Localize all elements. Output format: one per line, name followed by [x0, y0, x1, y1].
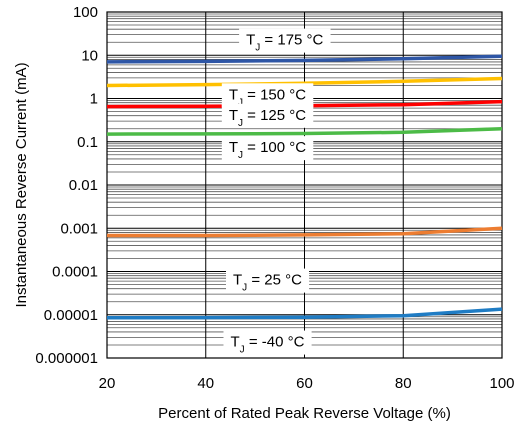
x-tick-label: 40 [197, 375, 214, 392]
x-axis-ticks: 20 40 60 80 100 [99, 375, 515, 392]
annotation-label: TJ = 25 °C [233, 272, 302, 294]
x-tick-label: 60 [296, 375, 313, 392]
plot-area-border [106, 11, 503, 359]
series-line-5 [107, 226, 503, 238]
y-tick-label: 0.0001 [52, 264, 98, 281]
annotation-label: TJ = -40 °C [230, 334, 304, 356]
annotation-label: TJ = 125 °C [229, 107, 306, 128]
series-annotation-2: TJ = 150 °C [221, 83, 314, 108]
series-line-1 [106, 54, 503, 64]
y-tick-label: 100 [73, 4, 98, 21]
y-tick-label: 10 [81, 47, 98, 64]
annotation-box [221, 136, 314, 161]
annotation-label: TJ = 150 °C [229, 86, 306, 108]
annotation-layer: TJ = 175 °C TJ = 150 °CTJ = 125 °C TJ = 10… [221, 28, 331, 356]
series-line-4 [106, 126, 503, 136]
y-tick-label: 0.000001 [35, 350, 98, 367]
y-tick-label: 1 [90, 91, 98, 108]
x-axis-title: Percent of Rated Peak Reverse Voltage (%… [158, 405, 451, 422]
series-line-2 [106, 76, 503, 88]
y-tick-label: 0.001 [60, 220, 98, 237]
series-annotation-6: TJ = -40 °C [223, 330, 312, 356]
x-tick-label: 20 [99, 375, 116, 392]
y-tick-label: 0.1 [77, 134, 98, 151]
series-line-6 [106, 307, 503, 320]
x-tick-label: 100 [489, 375, 514, 392]
annotation-box [221, 83, 314, 108]
plot-frame [106, 11, 503, 359]
annotation-box [223, 330, 312, 355]
annotation-box [225, 268, 310, 293]
x-tick-label: 80 [395, 375, 412, 392]
annotation-label: TJ = 100 °C [229, 139, 306, 161]
grid [106, 11, 503, 359]
annotation-label: TJ = 175 °C [246, 32, 323, 54]
series-annotation-4: TJ = 100 °C [221, 136, 314, 161]
y-tick-label: 0.01 [69, 177, 98, 194]
series-annotation-5: TJ = 25 °C [225, 268, 310, 294]
y-tick-label: 0.00001 [44, 307, 98, 324]
series-annotation-1: TJ = 175 °C [239, 28, 331, 54]
annotation-box [221, 103, 314, 128]
series-annotation-3: TJ = 125 °C [221, 103, 314, 128]
annotation-box [239, 28, 331, 53]
y-axis-title: Instantaneous Reverse Current (mA) [13, 62, 30, 307]
y-axis-ticks: 0.000001 0.00001 0.0001 0.001 0.01 0.1 1 10 100 [35, 4, 98, 367]
